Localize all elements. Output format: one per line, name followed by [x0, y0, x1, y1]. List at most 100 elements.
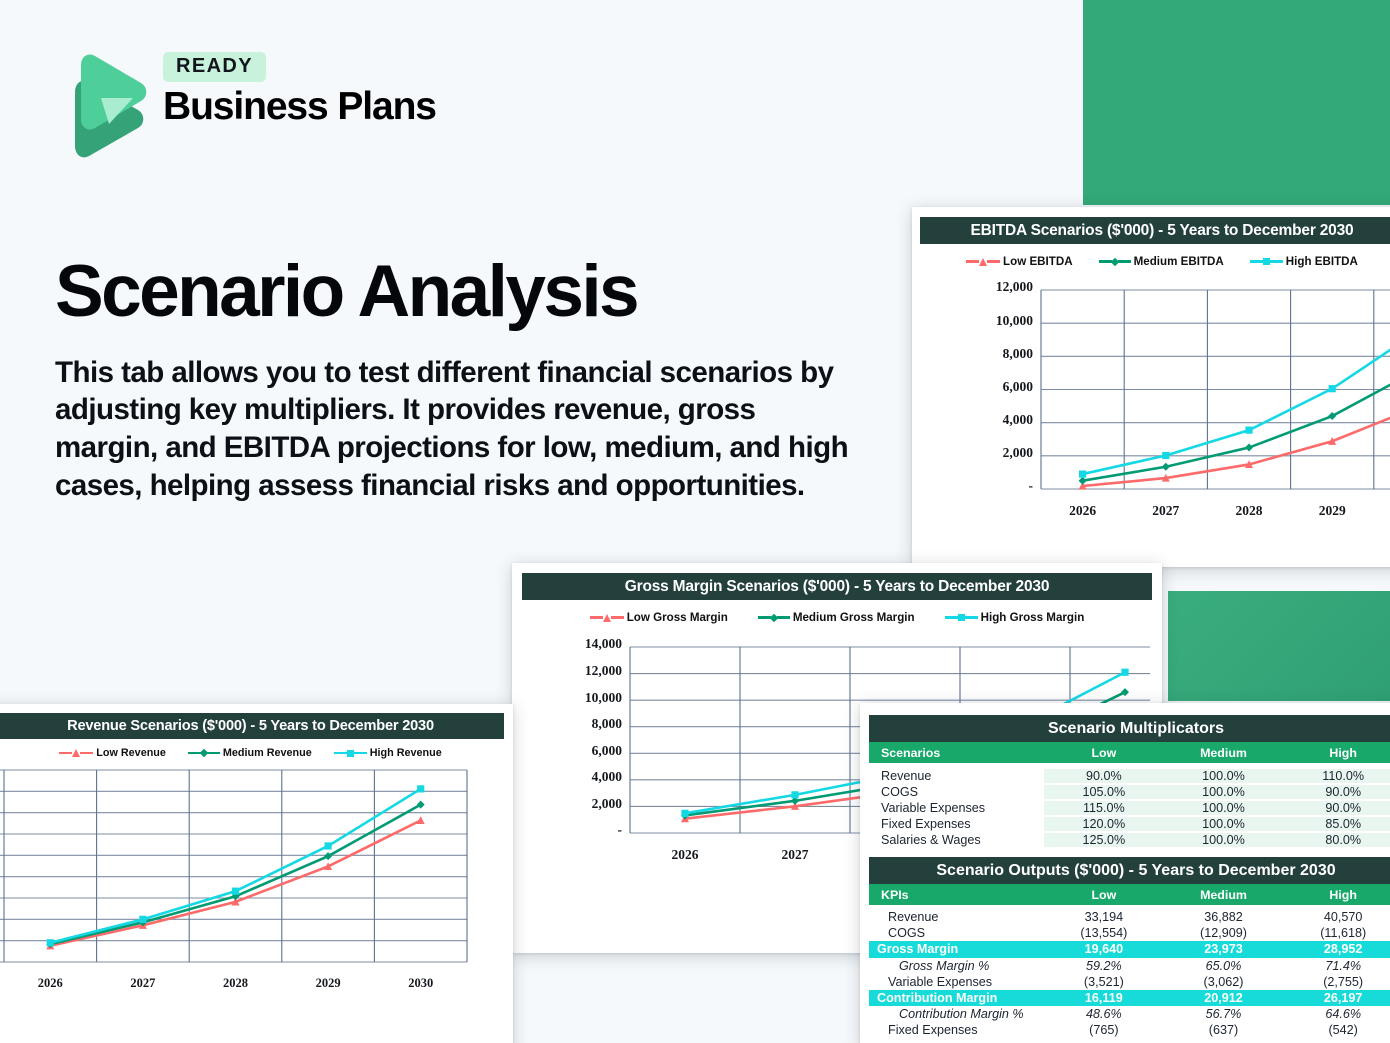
- legend-item: Low Gross Margin: [589, 611, 728, 624]
- legend-line: [987, 260, 1001, 263]
- x-axis-tick-label: 2029: [1318, 503, 1346, 518]
- row-label: Contribution Margin %: [899, 1007, 1024, 1022]
- brand-logo: READY Business Plans: [55, 52, 455, 162]
- y-axis-tick-label: 8,000: [1002, 345, 1033, 361]
- legend-marker-diamond: [769, 613, 779, 622]
- cell-medium: 36,882: [1204, 910, 1243, 925]
- decorative-green-block-top: [1083, 0, 1390, 205]
- legend-item: Medium EBITDA: [1098, 255, 1224, 268]
- legend-line: [206, 751, 220, 755]
- legend-line: [1117, 260, 1131, 263]
- ebitda-chart-card: EBITDA Scenarios ($'000) - 5 Years to De…: [912, 207, 1390, 567]
- y-axis-tick-label: 10,000: [584, 689, 622, 705]
- y-axis-tick-label: 12,000: [995, 279, 1033, 295]
- table-row: Fixed Expenses 120.0% 100.0% 85.0%: [869, 816, 1390, 832]
- cell-medium: (637): [1208, 1023, 1239, 1038]
- table-header-cell: High: [1329, 745, 1357, 760]
- y-axis-tick-label: -: [617, 822, 623, 838]
- table-header-cell: Low: [1091, 887, 1117, 902]
- cell-medium: 100.0%: [1163, 785, 1284, 799]
- legend-line: [776, 616, 790, 619]
- legend-item: Low Revenue: [59, 747, 166, 759]
- table-row: Contribution Margin 16,119 20,912 26,197: [869, 989, 1390, 1007]
- gross-margin-chart-title: Gross Margin Scenarios ($'000) - 5 Years…: [522, 573, 1152, 600]
- x-axis-tick-label: 2029: [315, 976, 341, 990]
- legend-line: [80, 751, 94, 755]
- table-row: Gross Margin % 59.2% 65.0% 71.4%: [869, 958, 1390, 974]
- legend-label: Medium EBITDA: [1133, 255, 1224, 268]
- cell-medium: 23,973: [1204, 942, 1243, 957]
- y-axis-tick-label: 4,000: [1002, 412, 1033, 428]
- x-axis-tick-label: 2030: [1375, 503, 1390, 519]
- x-axis-tick-label: 2030: [408, 976, 434, 990]
- revenue-chart-card: Revenue Scenarios ($'000) - 5 Years to D…: [0, 704, 513, 1043]
- table-row: COGS (13,554) (12,909) (11,618): [869, 925, 1390, 941]
- legend-line: [1098, 260, 1112, 263]
- legend-item: High Revenue: [333, 747, 442, 759]
- cell-medium: (3,062): [1203, 974, 1244, 989]
- cell-medium: 100.0%: [1163, 769, 1284, 783]
- cell-low: 16,119: [1084, 991, 1123, 1006]
- cell-low: (3,521): [1083, 974, 1124, 989]
- cell-high: 71.4%: [1325, 958, 1362, 973]
- cell-high: 85.0%: [1283, 817, 1390, 831]
- cell-low: (765): [1089, 1023, 1119, 1038]
- ready-badge: READY: [163, 52, 267, 82]
- cell-low: 33,194: [1084, 910, 1124, 925]
- row-label: Revenue: [888, 910, 939, 925]
- y-axis-tick-label: 4,000: [591, 769, 622, 785]
- cell-high: (542): [1328, 1023, 1358, 1038]
- play-triangle-logo-icon: [75, 54, 147, 158]
- revenue-plot-area: -5,00010,00015,00020,00025,00030,00035,0…: [0, 766, 481, 1008]
- decorative-green-block-middle: [1168, 591, 1390, 701]
- chart-svg: [0, 769, 468, 963]
- outputs-header-row: KPIs Low Medium High: [869, 884, 1390, 905]
- revenue-chart-title: Revenue Scenarios ($'000) - 5 Years to D…: [0, 713, 504, 739]
- x-axis-tick-label: 2027: [130, 976, 156, 990]
- row-label: Variable Expenses: [881, 801, 986, 815]
- cell-medium: 100.0%: [1163, 817, 1284, 831]
- legend-marker-triangle: [72, 749, 81, 757]
- cell-high: 90.0%: [1283, 785, 1390, 799]
- cell-low: 125.0%: [1044, 833, 1164, 847]
- page-description: This tab allows you to test different fi…: [55, 355, 849, 502]
- page-title: Scenario Analysis: [55, 250, 640, 332]
- legend-line: [589, 616, 603, 619]
- legend-item: Medium Gross Margin: [757, 611, 915, 624]
- cell-medium: 56.7%: [1205, 1007, 1242, 1022]
- legend-marker-square: [346, 749, 354, 757]
- cell-high: 80.0%: [1283, 833, 1390, 847]
- multiplicators-banner: Scenario Multiplicators: [869, 715, 1390, 742]
- table-header-cell: Medium: [1200, 745, 1247, 760]
- cell-high: (2,755): [1323, 974, 1364, 989]
- table-row: Fixed Expenses (765) (637) (542): [869, 1022, 1390, 1038]
- cell-medium: 100.0%: [1163, 801, 1284, 815]
- cell-medium: 20,912: [1204, 991, 1243, 1006]
- legend-line: [966, 260, 980, 263]
- cell-low: 90.0%: [1044, 769, 1164, 783]
- y-axis-tick-label: 6,000: [591, 742, 622, 758]
- legend-line: [610, 616, 624, 619]
- legend-line: [333, 751, 347, 755]
- legend-label: Low Gross Margin: [626, 611, 728, 624]
- row-label: Variable Expenses: [888, 974, 993, 989]
- cell-medium: 100.0%: [1163, 833, 1284, 847]
- legend-line: [353, 751, 367, 755]
- cell-high: 40,570: [1323, 910, 1363, 925]
- y-axis-tick-label: 12,000: [584, 663, 622, 679]
- brand-name: Business Plans: [163, 85, 437, 128]
- legend-line: [757, 616, 771, 619]
- table-header-cell: High: [1329, 887, 1357, 902]
- cell-low: 105.0%: [1044, 785, 1164, 799]
- row-label: Gross Margin: [877, 942, 959, 957]
- ebitda-chart-title: EBITDA Scenarios ($'000) - 5 Years to De…: [920, 217, 1390, 244]
- table-row: Variable Expenses (3,521) (3,062) (2,755): [869, 974, 1390, 990]
- brand-text: READY Business Plans: [163, 52, 437, 128]
- x-axis-tick-label: 2027: [781, 847, 809, 862]
- legend-label: High Gross Margin: [980, 611, 1085, 624]
- cell-low: 19,640: [1084, 942, 1124, 957]
- row-label: Fixed Expenses: [888, 1023, 978, 1038]
- ebitda-chart-legend: Low EBITDA Medium EBITDA High EBITDA: [912, 255, 1390, 268]
- legend-label: Medium Gross Margin: [792, 611, 915, 624]
- legend-label: Low Revenue: [96, 747, 166, 759]
